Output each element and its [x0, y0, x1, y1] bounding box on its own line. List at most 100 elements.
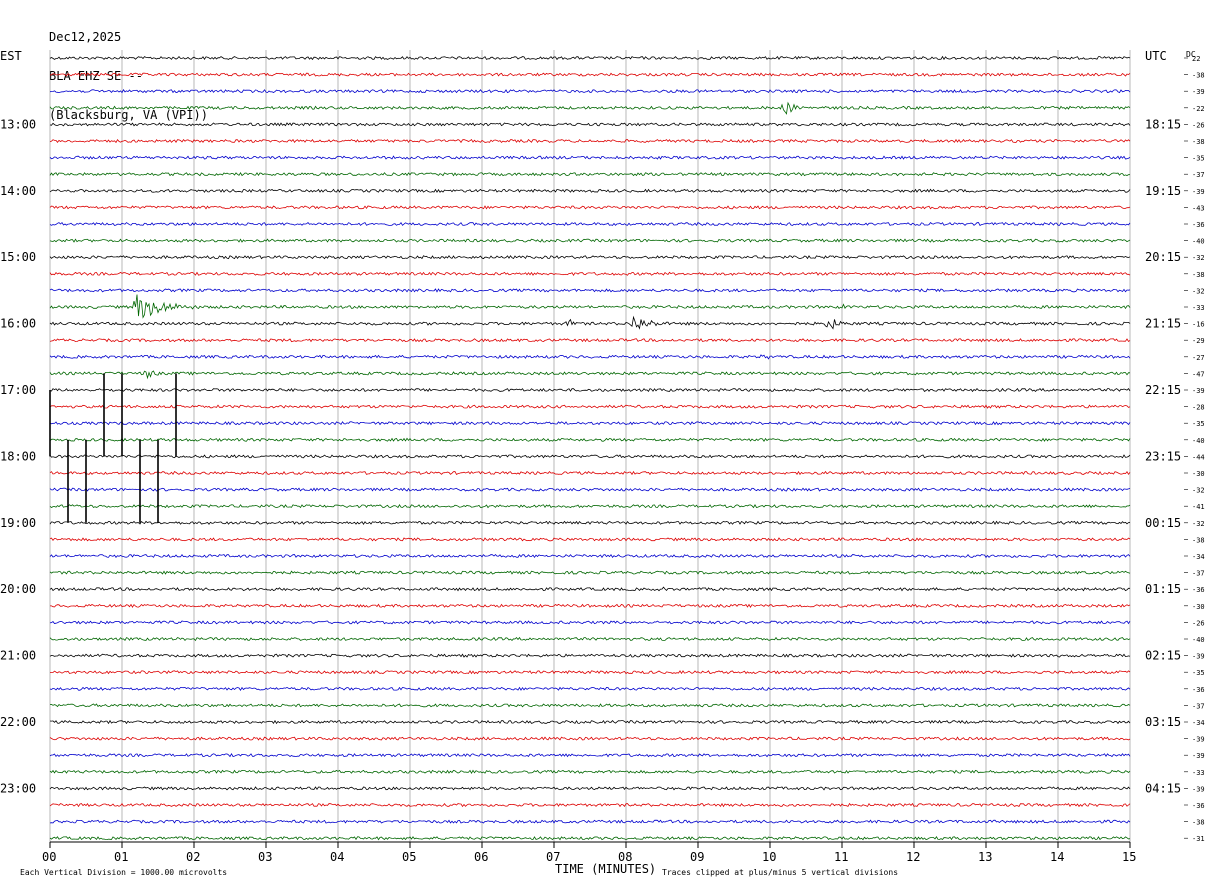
est-hour-label: 15:00 [0, 250, 36, 264]
header-block: Dec12,2025 BLA EHZ SE -- (Blacksburg, VA… [49, 5, 208, 135]
x-tick-label: 06 [474, 850, 488, 864]
trace-row [49, 72, 1131, 77]
dc-offset-label: -38 [1192, 271, 1205, 279]
utc-hour-label: 20:15 [1145, 250, 1181, 264]
dc-offset-label: -38 [1192, 138, 1205, 146]
dc-offset-label: -36 [1192, 802, 1205, 810]
trace-row [49, 315, 1131, 330]
utc-hour-label: 21:15 [1145, 317, 1181, 331]
trace-row [49, 736, 1131, 741]
dc-offset-label: -37 [1192, 702, 1205, 710]
est-hour-label: 19:00 [0, 516, 36, 530]
trace-row [49, 255, 1131, 260]
dc-offset-label: -29 [1192, 337, 1205, 345]
dc-offset-label: -34 [1192, 719, 1205, 727]
dc-offset-label: -35 [1192, 669, 1205, 677]
trace-row [49, 271, 1131, 276]
dc-offset-label: -39 [1192, 188, 1205, 196]
x-tick-label: 15 [1122, 850, 1136, 864]
x-tick-label: 07 [546, 850, 560, 864]
utc-hour-label: 00:15 [1145, 516, 1181, 530]
trace-row [49, 288, 1131, 293]
utc-hour-label: 03:15 [1145, 715, 1181, 729]
dc-offset-label: -43 [1192, 204, 1205, 212]
trace-row [49, 586, 1130, 592]
minute-gridlines [49, 50, 1131, 848]
utc-hour-label: 02:15 [1145, 649, 1181, 663]
x-tick-label: 12 [906, 850, 920, 864]
est-axis-label: EST [0, 49, 22, 63]
utc-hour-label: 22:15 [1145, 383, 1181, 397]
dc-offset-label: -26 [1192, 121, 1205, 129]
dc-offset-label: -41 [1192, 503, 1205, 511]
x-tick-label: 01 [114, 850, 128, 864]
dc-offset-label: -35 [1192, 420, 1205, 428]
trace-row [49, 703, 1131, 708]
dc-offset-label: -35 [1192, 155, 1205, 163]
x-tick-label: 10 [762, 850, 776, 864]
dc-offset-label: -39 [1192, 387, 1205, 395]
utc-hour-label: 19:15 [1145, 184, 1181, 198]
dc-offset-label: -32 [1192, 254, 1205, 262]
trace-row [49, 338, 1131, 343]
dc-offset-label: -34 [1192, 553, 1205, 561]
trace-row [49, 221, 1131, 227]
trace-row [49, 719, 1131, 725]
dc-offset-label: -30 [1192, 470, 1205, 478]
trace-row [49, 819, 1131, 824]
record-date: Dec12,2025 [49, 30, 122, 44]
trace-row [49, 520, 1131, 526]
est-hour-label: 17:00 [0, 383, 36, 397]
dc-offset-label: -38 [1192, 72, 1205, 80]
trace-row [49, 802, 1131, 808]
trace-row [49, 138, 1131, 144]
trace-row [49, 188, 1131, 193]
est-hour-label: 20:00 [0, 582, 36, 596]
dc-offset-label: -26 [1192, 619, 1205, 627]
trace-row [49, 454, 1131, 459]
trace-row [49, 205, 1131, 210]
trace-row [50, 603, 1131, 609]
trace-row [49, 238, 1131, 243]
dc-offset-label: -39 [1192, 785, 1205, 793]
dc-offset-label: -39 [1192, 736, 1205, 744]
dc-offset-label: -40 [1192, 636, 1205, 644]
x-tick-label: 14 [1050, 850, 1064, 864]
trace-row [49, 89, 1131, 94]
trace-row [49, 122, 1131, 127]
est-hour-label: 21:00 [0, 649, 36, 663]
seismic-traces [49, 55, 1131, 841]
dc-offset-label: -31 [1192, 835, 1205, 843]
x-tick-label: 03 [258, 850, 272, 864]
station-code: BLA EHZ SE -- [49, 69, 143, 83]
trace-row [49, 470, 1131, 476]
dc-offset-label: -47 [1192, 370, 1205, 378]
x-tick-label: 05 [402, 850, 416, 864]
trace-row [49, 387, 1131, 393]
dc-offset-label: -39 [1192, 752, 1205, 760]
trace-row [49, 686, 1131, 691]
trace-row [49, 653, 1131, 658]
x-tick-label: 08 [618, 850, 632, 864]
dc-offset-label: -30 [1192, 603, 1205, 611]
utc-hour-label: 01:15 [1145, 582, 1181, 596]
dc-offset-label: -39 [1192, 88, 1205, 96]
trace-row [49, 836, 1131, 841]
trace-row [49, 487, 1131, 492]
dc-offset-label: -22 [1192, 105, 1205, 113]
dc-offset-label: -40 [1192, 437, 1205, 445]
x-tick-label: 00 [42, 850, 56, 864]
trace-row [49, 786, 1131, 791]
dc-offset-label: -36 [1192, 221, 1205, 229]
dc-offset-label: -36 [1192, 586, 1205, 594]
utc-hour-label: 04:15 [1145, 781, 1181, 795]
dc-offset-label: -36 [1192, 686, 1205, 694]
est-hour-label: 23:00 [0, 781, 36, 795]
dc-offset-label: -40 [1192, 238, 1205, 246]
dc-offset-label: -28 [1192, 404, 1205, 412]
dc-offset-label: -38 [1192, 536, 1205, 544]
dc-offset-label: -44 [1192, 453, 1205, 461]
dc-offset-label: -39 [1192, 653, 1205, 661]
dc-offset-label: -32 [1192, 287, 1205, 295]
